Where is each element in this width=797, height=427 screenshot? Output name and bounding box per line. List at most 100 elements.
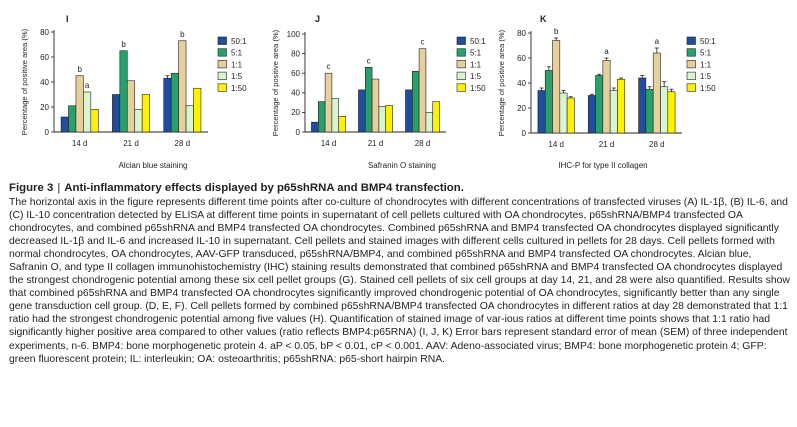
bar-50:1-21 d [112, 94, 121, 133]
bar-1:1-28 d [178, 40, 187, 133]
bar-1:50-21 d [141, 94, 150, 133]
bar-1:50-21 d [385, 105, 393, 133]
bar-1:5-14 d [331, 98, 340, 133]
legend-label-5:1: 5:1 [700, 49, 712, 58]
bar-1:50-28 d [432, 101, 440, 133]
bar-5:1-28 d [645, 88, 654, 134]
legend-label-50:1: 50:1 [700, 37, 716, 46]
legend-swatch-1:50 [686, 83, 696, 92]
legend-label-5:1: 5:1 [470, 49, 482, 58]
legend-swatch-1:5 [217, 71, 227, 80]
chart-caption-J: Safranin O staining [368, 161, 436, 170]
y-tick-label: 40 [517, 79, 526, 88]
legend-swatch-5:1 [217, 48, 227, 57]
figure-title: Anti-inflammatory effects displayed by p… [64, 182, 464, 194]
legend-swatch-1:1 [686, 60, 696, 69]
bar-1:5-28 d [185, 105, 194, 133]
bar-1:5-21 d [134, 109, 143, 133]
x-tick-label-2: 28 d [175, 139, 191, 148]
legend-label-1:1: 1:1 [470, 60, 482, 69]
bar-1:1-21 d [602, 60, 611, 134]
bar-1:50-14 d [338, 116, 346, 133]
x-tick-label-1: 21 d [123, 139, 139, 148]
legend-swatch-1:5 [456, 71, 466, 80]
significance-letter: b [121, 40, 126, 49]
legend-swatch-1:50 [217, 83, 227, 92]
significance-letter: b [554, 27, 559, 36]
y-axis-title: Percentage of positive area (%) [497, 29, 506, 136]
legend-swatch-5:1 [456, 48, 466, 57]
figure-caption: The horizontal axis in the figure repres… [9, 197, 790, 365]
x-tick-label-1: 21 d [368, 139, 384, 148]
significance-letter: a [85, 81, 90, 90]
bar-1:1-14 d [75, 75, 84, 133]
bar-1:50-14 d [90, 109, 99, 133]
legend-label-1:5: 1:5 [231, 72, 243, 81]
legend-label-1:1: 1:1 [231, 60, 243, 69]
bar-1:50-14 d [566, 97, 575, 134]
significance-letter: b [180, 30, 185, 39]
significance-letter: c [327, 62, 331, 71]
significance-letter: a [604, 47, 609, 56]
bar-50:1-28 d [163, 77, 172, 133]
bar-5:1-28 d [170, 72, 179, 133]
y-tick-label: 40 [291, 89, 300, 98]
bar-50:1-14 d [311, 121, 319, 133]
y-tick-label: 0 [45, 128, 50, 137]
chart-caption-I: Alcian blue staining [119, 161, 188, 170]
y-tick-label: 80 [291, 49, 300, 58]
bar-1:50-28 d [667, 91, 676, 134]
x-tick-label-0: 14 d [72, 139, 88, 148]
x-tick-label-1: 21 d [599, 140, 615, 149]
legend-swatch-1:50 [456, 83, 466, 92]
bar-charts-figure: I Percentage of positive area (%) 0 20 40 60 8… [20, 14, 716, 170]
x-tick-label-2: 28 d [649, 140, 665, 149]
y-tick-label: 0 [522, 129, 527, 138]
bar-50:1-21 d [358, 89, 366, 133]
bar-50:1-28 d [405, 89, 413, 133]
y-axis-title: Percentage of positive area (%) [20, 28, 29, 135]
legend-swatch-1:5 [686, 71, 696, 80]
legend-swatch-50:1 [686, 36, 696, 45]
bar-1:1-14 d [324, 72, 333, 133]
legend-label-5:1: 5:1 [231, 49, 243, 58]
bar-1:5-14 d [559, 92, 568, 134]
bar-1:5-21 d [378, 106, 387, 133]
x-tick-label-0: 14 d [548, 140, 564, 149]
x-tick-label-0: 14 d [321, 139, 337, 148]
legend-label-1:50: 1:50 [470, 84, 486, 93]
legend-label-1:1: 1:1 [700, 60, 712, 69]
y-tick-label: 60 [40, 53, 49, 62]
panel-label-J: J [315, 14, 320, 24]
legend-label-1:50: 1:50 [700, 84, 716, 93]
bar-50:1-28 d [638, 77, 647, 134]
y-tick-label: 20 [40, 103, 49, 112]
bar-1:50-28 d [193, 87, 202, 133]
y-tick-label: 80 [517, 29, 526, 38]
bar-1:50-21 d [617, 78, 626, 134]
significance-letter: c [421, 38, 425, 47]
legend-label-1:5: 1:5 [470, 72, 482, 81]
bar-50:1-21 d [587, 95, 596, 134]
panel-label-I: I [66, 14, 69, 24]
x-tick-label-2: 28 d [415, 139, 431, 148]
legend-swatch-5:1 [686, 48, 696, 57]
significance-letter: a [655, 37, 660, 46]
legend-label-1:50: 1:50 [231, 84, 247, 93]
legend-swatch-50:1 [217, 36, 227, 45]
bar-5:1-14 d [544, 70, 553, 134]
legend-swatch-1:1 [456, 60, 466, 69]
figure-separator: | [57, 182, 61, 194]
bar-50:1-14 d [60, 116, 69, 133]
y-tick-label: 20 [517, 104, 526, 113]
bar-5:1-21 d [595, 75, 604, 134]
y-tick-label: 80 [40, 28, 49, 37]
legend-swatch-1:1 [217, 60, 227, 69]
y-tick-label: 20 [291, 108, 300, 117]
chart-caption-K: IHC-P for type II collagen [558, 161, 647, 170]
legend-label-50:1: 50:1 [470, 37, 486, 46]
bar-1:5-28 d [660, 86, 669, 134]
figure-caption-block: Figure 3 | Anti-inflammatory effects displ… [9, 181, 791, 366]
y-axis-title: Percentage of positive area (%) [271, 29, 280, 136]
bar-1:1-28 d [652, 52, 661, 134]
